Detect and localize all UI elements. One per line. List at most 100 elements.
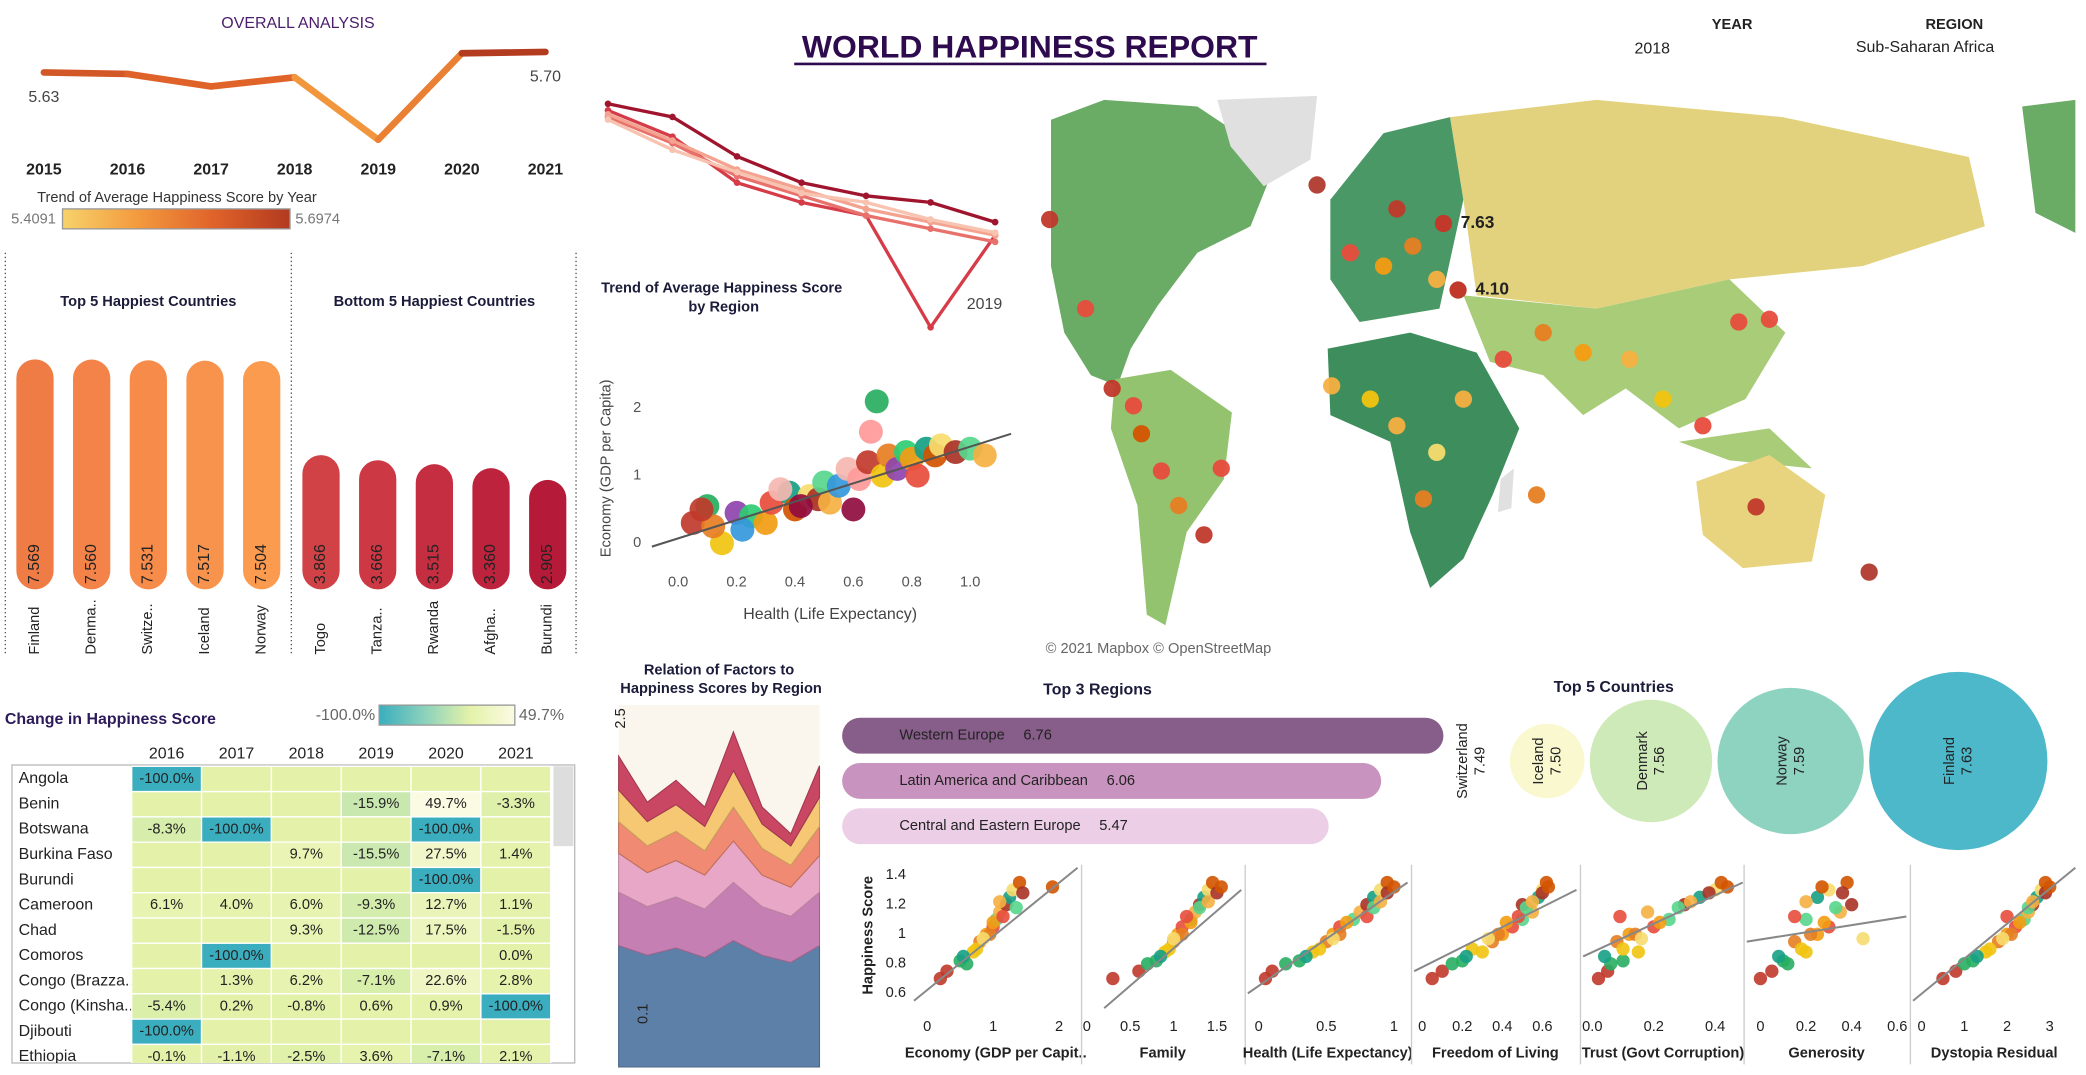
map-dot (1449, 281, 1467, 299)
y-tick-label: 1.4 (886, 867, 906, 883)
scatter-point (730, 517, 755, 542)
legend-label: -100.0% (316, 707, 375, 724)
bubble (1717, 687, 1864, 835)
empty-cell (200, 765, 273, 793)
y-tick-label: 1.2 (886, 897, 906, 913)
value-label: 3.360 (482, 544, 499, 584)
value-label: 3.515 (426, 544, 443, 584)
bar-label: Central and Eastern Europe (899, 818, 1080, 834)
bubble-value: 7.63 (1959, 747, 1975, 775)
row-header: Djibouti (19, 1023, 72, 1040)
scatter-point (1616, 942, 1630, 956)
x-tick-label: 0 (923, 1019, 931, 1035)
scatter-point (1753, 971, 1768, 986)
x-tick-label: Switze.. (140, 603, 156, 654)
empty-cell (480, 765, 552, 793)
heat-cell (270, 917, 342, 944)
scatter-point (1781, 957, 1795, 971)
map-dot (1454, 390, 1473, 408)
cell-label: -15.9% (353, 796, 399, 812)
x-tick-label: 0.4 (1705, 1019, 1725, 1035)
x-tick-label: 1 (1960, 1019, 1968, 1035)
trend-line (1912, 866, 2076, 1002)
empty-cell (340, 765, 412, 793)
region-point (669, 146, 676, 154)
empty-cell (270, 942, 342, 970)
region-point (862, 205, 870, 213)
bubble (1509, 723, 1585, 799)
y-tick-label: 1 (633, 468, 641, 484)
bar (186, 360, 224, 590)
stream-layer (618, 730, 821, 847)
empty-cell (131, 841, 203, 869)
region-point (798, 199, 805, 206)
x-tick-label: 0.2 (1452, 1019, 1472, 1035)
chart-title: Top 5 Happiest Countries (60, 294, 236, 310)
x-tick-label: 0.5 (1120, 1019, 1140, 1035)
x-tick-label: 0.8 (902, 575, 922, 591)
trend-line (651, 432, 1012, 548)
chart-title: Relation of Factors to Happiness Scores … (620, 662, 822, 697)
scatter-point (1799, 912, 1813, 927)
cell-label: 1.3% (220, 973, 253, 989)
scatter-point (788, 494, 813, 519)
trend-line (1582, 881, 1744, 958)
x-axis-title: Health (Life Expectancy) (743, 606, 917, 623)
empty-cell (270, 790, 342, 818)
empty-cell (270, 816, 342, 843)
cell-label: -3.3% (497, 796, 535, 812)
scatter-point (993, 895, 1007, 909)
empty-cell (410, 765, 482, 793)
map-dot (1152, 462, 1171, 480)
scatter-point (753, 511, 778, 535)
scatter-point (1445, 957, 1459, 971)
map-dot (1730, 313, 1748, 331)
scatter-point (1279, 957, 1293, 971)
scatter-point (1845, 898, 1859, 912)
map-label: 7.63 (1461, 212, 1495, 232)
trend-line (913, 866, 1079, 1002)
map-dot (1308, 176, 1326, 194)
bar (129, 360, 167, 590)
x-tick-label: 0 (1918, 1019, 1926, 1035)
filter-value[interactable]: 2018 (1635, 40, 1671, 57)
empty-cell (200, 790, 273, 818)
map-dot (1076, 300, 1095, 318)
x-axis-title: Freedom of Living (1432, 1046, 1559, 1062)
bubble (1869, 671, 2048, 851)
x-tick-label: 0.5 (1316, 1019, 1336, 1035)
bar (842, 717, 1444, 754)
scatter-point (1613, 909, 1627, 924)
x-tick-label: 2020 (444, 162, 480, 179)
x-tick-label: 1.5 (1207, 1019, 1227, 1035)
empty-cell (270, 1018, 342, 1046)
scatter-point (1459, 949, 1473, 964)
cell-label: 49.7% (425, 796, 466, 812)
value-label: 6.76 (1023, 728, 1051, 744)
region-point (604, 110, 612, 118)
scrollbar[interactable] (553, 766, 574, 847)
x-tick-label: Iceland (197, 607, 213, 654)
cell-label: -100.0% (139, 1024, 193, 1040)
scatter-point (1983, 942, 1997, 956)
cell-label: -2.5% (287, 1049, 325, 1065)
cell-label: 2.1% (499, 1049, 532, 1065)
scatter-point (1788, 909, 1802, 924)
filter-label: REGION (1925, 17, 1983, 33)
scatter-point (1140, 957, 1155, 971)
bar (472, 468, 510, 590)
y-tick-label: 0.6 (886, 985, 906, 1001)
cell-label: 0.6% (359, 998, 392, 1014)
cell-label: 4.0% (220, 897, 253, 913)
scatter-point (689, 497, 714, 522)
empty-cell (480, 816, 552, 843)
scatter-point (1970, 949, 1984, 964)
scatter-point (1591, 971, 1606, 986)
filter-value[interactable]: Sub-Saharan Africa (1856, 39, 1994, 56)
x-tick-label: 1 (1170, 1019, 1178, 1035)
bar (243, 360, 281, 590)
region-point (862, 212, 870, 219)
scatter-point (996, 909, 1010, 924)
x-tick-label: Finland (27, 607, 43, 655)
cell-label: 2.8% (499, 973, 532, 989)
